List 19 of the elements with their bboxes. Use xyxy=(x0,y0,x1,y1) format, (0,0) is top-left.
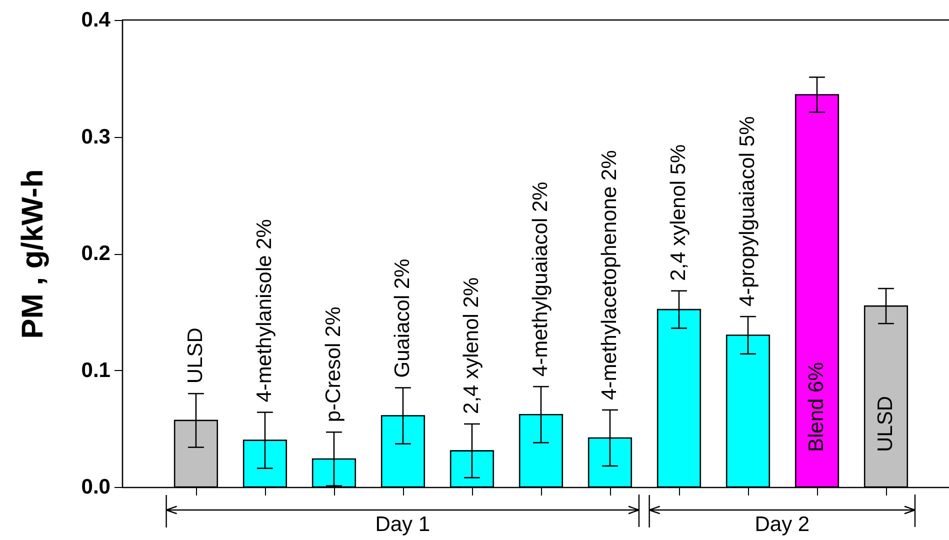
y-tick-label: 0.3 xyxy=(81,125,110,148)
x-tick-label: p-Cresol 2% xyxy=(322,306,345,422)
y-tick-label: 0.2 xyxy=(81,242,110,265)
x-tick-label: 2,4 xylenol 2% xyxy=(460,277,483,414)
legend-label: Day 2 xyxy=(754,513,810,536)
y-tick-label: 0.0 xyxy=(81,476,110,498)
x-tick-label: 4-methylanisole 2% xyxy=(252,219,276,402)
x-tick-label: Blend 6% xyxy=(804,362,828,452)
x-tick-label: ULSD xyxy=(184,328,207,384)
x-tick-label: 4-propylguaiacol 5% xyxy=(736,116,759,307)
x-tick-label: 4-methylguaiacol 2% xyxy=(528,182,552,377)
legend-label: Day 1 xyxy=(375,513,430,536)
y-axis-title: PM , g/kW-h xyxy=(16,169,50,339)
x-tick-label: 2,4 xylenol 5% xyxy=(666,144,690,281)
x-tick-label: 4-methylacetophenone 2% xyxy=(598,150,621,400)
y-tick-label: 0.1 xyxy=(81,358,111,382)
x-tick-label: ULSD xyxy=(874,396,897,452)
x-tick-label: Guaiacol 2% xyxy=(390,258,414,378)
y-tick-label: 0.4 xyxy=(81,8,111,32)
